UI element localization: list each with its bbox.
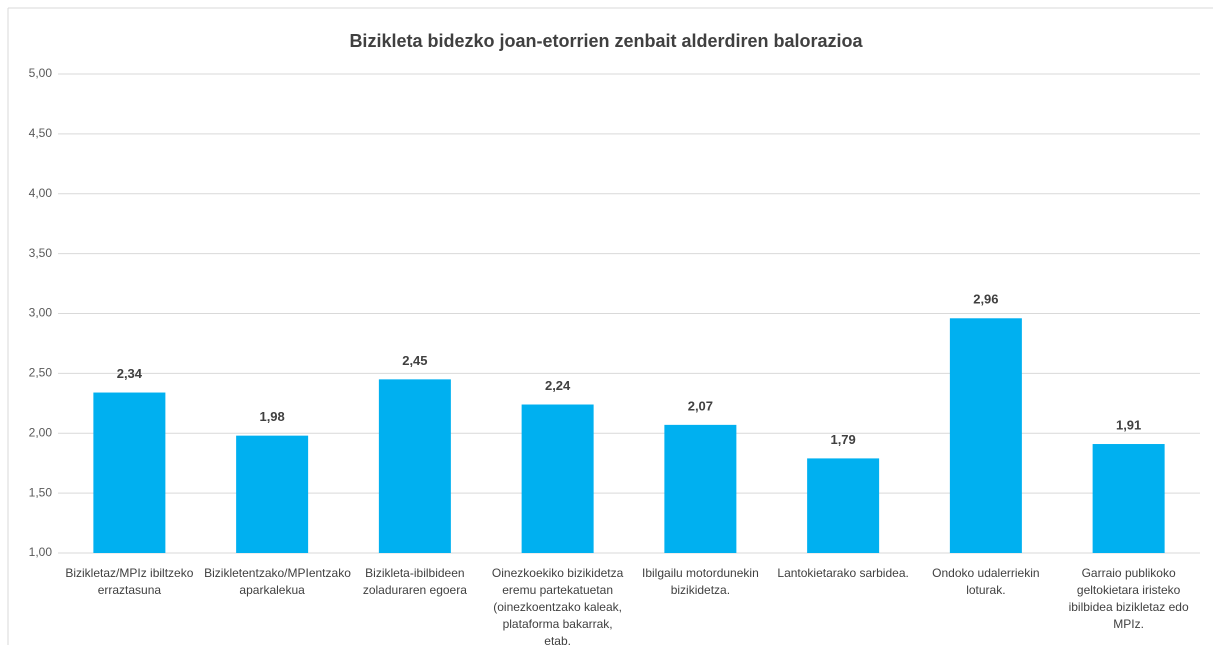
bar <box>664 424 737 553</box>
value-label: 1,98 <box>259 409 284 424</box>
bar <box>1092 444 1165 553</box>
value-label: 2,07 <box>688 398 713 413</box>
x-tick-label: Bizikleta-ibilbideen zoladuraren egoera <box>362 566 467 597</box>
chart-title: Bizikleta bidezko joan-etorrien zenbait … <box>349 31 863 51</box>
value-label: 2,45 <box>402 353 427 368</box>
y-tick-label: 1,00 <box>29 545 53 559</box>
x-tick-label: Oinezkoekiko bizikidetza eremu partekatu… <box>491 566 624 645</box>
y-tick-label: 5,00 <box>29 66 53 80</box>
x-tick-label: Ondoko udalerriekin loturak. <box>932 566 1040 597</box>
y-tick-label: 2,00 <box>29 425 53 439</box>
bar <box>93 392 166 553</box>
value-label: 1,91 <box>1116 417 1141 432</box>
y-tick-label: 1,50 <box>29 485 53 499</box>
y-tick-label: 3,50 <box>29 246 53 260</box>
value-label: 1,79 <box>830 432 855 447</box>
bar <box>949 318 1022 553</box>
y-tick-label: 2,50 <box>29 366 53 380</box>
x-tick-label: Lantokietarako sarbidea. <box>777 566 909 580</box>
bar <box>236 435 309 553</box>
y-tick-label: 3,00 <box>29 306 53 320</box>
y-tick-label: 4,50 <box>29 126 53 140</box>
x-tick-label: Ibilgailu motordunekin bizikidetza. <box>642 566 759 597</box>
x-tick-label: Bizikletentzako/MPIentzako aparkalekua <box>204 566 351 597</box>
x-tick-label: Garraio publikoko geltokietara iristeko … <box>1068 566 1189 631</box>
value-label: 2,96 <box>973 292 998 307</box>
bar <box>378 379 451 553</box>
y-tick-label: 4,00 <box>29 186 53 200</box>
value-label: 2,34 <box>117 366 143 381</box>
bar <box>521 404 594 553</box>
value-label: 2,24 <box>545 378 571 393</box>
x-tick-label: Bizikletaz/MPIz ibiltzeko erraztasuna <box>65 566 194 597</box>
bar <box>807 458 880 553</box>
